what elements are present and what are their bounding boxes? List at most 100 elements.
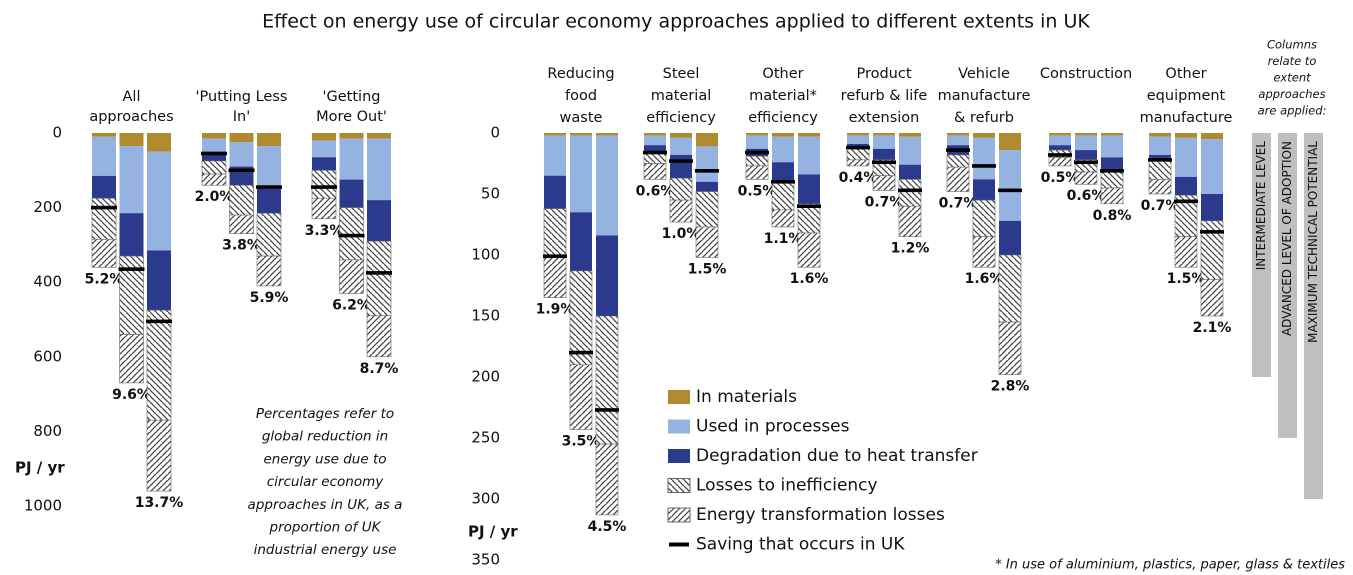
note-line: energy use due to (263, 451, 386, 467)
saving-marker (1148, 158, 1172, 162)
reduction-label: 3.5% (562, 433, 601, 449)
y-tick-label: 1000 (24, 497, 62, 515)
reduction-label: 2.8% (991, 379, 1030, 395)
bar-segment (696, 181, 718, 192)
bar-segment (899, 136, 921, 165)
saving-marker (118, 267, 145, 271)
saving-marker (946, 148, 970, 152)
bar-segment (771, 209, 795, 228)
saving-marker (898, 188, 922, 193)
bar-segment (746, 133, 768, 136)
saving-marker (1100, 169, 1124, 173)
bar-segment (119, 213, 144, 257)
bar-segment (229, 214, 254, 235)
bar-segment (595, 443, 619, 516)
bar-segment (973, 179, 995, 201)
y-tick-label: 250 (471, 429, 500, 447)
bar-segment (1101, 133, 1123, 136)
y-tick-label: 50 (481, 185, 500, 203)
bar-segment (202, 151, 226, 161)
bar-segment (339, 259, 364, 294)
bar-segment (898, 205, 922, 237)
saving-marker (745, 150, 769, 155)
bar-segment (1048, 157, 1072, 167)
bar-segment (873, 148, 895, 160)
bar-segment (544, 133, 566, 136)
bar-segment (202, 133, 226, 139)
bar-segment (798, 133, 820, 137)
bar-segment (999, 133, 1021, 151)
bar-segment (669, 199, 693, 223)
reduction-label: 1.0% (662, 226, 701, 242)
saving-marker (771, 180, 795, 184)
bar-segment (92, 175, 116, 199)
group-label: 'Getting (323, 89, 381, 105)
reduction-label: 9.6% (112, 387, 151, 403)
bar-segment (92, 133, 116, 137)
bar-segment (1075, 133, 1097, 136)
bar-segment (543, 208, 567, 256)
bar-segment (367, 133, 391, 139)
group-label: Reducing (547, 66, 614, 82)
group-label: Construction (1040, 66, 1132, 82)
saving-marker (1174, 199, 1198, 204)
y-tick-label: 200 (471, 368, 500, 386)
y-tick-label: 600 (33, 347, 62, 365)
saving-marker (1048, 153, 1072, 157)
bar-segment (147, 133, 171, 152)
bar-segment (797, 232, 821, 268)
y-tick-label: 0 (490, 124, 500, 142)
reduction-label: 0.5% (738, 183, 777, 199)
reduction-label: 0.7% (939, 196, 978, 212)
bar-segment (119, 146, 144, 214)
bar-segment (847, 135, 869, 144)
reduction-label: 1.9% (536, 302, 575, 318)
bar-segment (745, 155, 769, 167)
reduction-label: 1.6% (790, 271, 829, 287)
bar-segment (772, 136, 794, 163)
bar-segment (695, 191, 719, 228)
reduction-label: 4.5% (588, 519, 627, 535)
bar-segment (1175, 137, 1197, 177)
reduction-label: 1.2% (891, 241, 930, 257)
bar-segment (595, 315, 619, 445)
bar-segment (1074, 171, 1098, 185)
bar-segment (1100, 187, 1124, 205)
bar-segment (973, 137, 995, 180)
extent-title: approaches (1258, 87, 1325, 101)
bar-segment (257, 133, 281, 147)
bar-segment (644, 133, 666, 136)
bar-segment (847, 133, 869, 136)
reduction-label: 6.2% (332, 297, 371, 313)
bar-segment (899, 133, 921, 137)
group-label: approaches (89, 109, 173, 125)
bar-segment (544, 135, 566, 176)
saving-marker (366, 271, 392, 275)
bar-segment (1101, 157, 1123, 170)
reduction-label: 1.5% (1167, 271, 1206, 287)
extent-title: are applied: (1258, 104, 1327, 118)
bar-segment (1149, 154, 1171, 162)
bar-segment (899, 164, 921, 180)
legend-label: In materials (696, 387, 797, 407)
extent-label: INTERMEDIATE LEVEL (1254, 141, 1268, 271)
bar-segment (643, 163, 667, 180)
bar-segment (570, 133, 592, 136)
bar-segment (999, 220, 1021, 255)
group-label: food (565, 88, 597, 104)
legend-label: Energy transformation losses (696, 505, 945, 525)
saving-marker (643, 150, 667, 155)
y-tick-label: 400 (33, 273, 62, 291)
bar-segment (1149, 133, 1171, 137)
group-label: manufacture (1140, 110, 1233, 126)
y-axis-label: PJ / yr (468, 523, 518, 541)
bar-segment (872, 175, 896, 191)
legend-swatch (668, 390, 690, 404)
bar-segment (339, 207, 364, 261)
bar-segment (695, 226, 719, 258)
legend-label: Saving that occurs in UK (696, 535, 905, 555)
bar-segment (644, 145, 666, 152)
bar-segment (873, 135, 895, 149)
group-label: refurb & life (841, 88, 928, 104)
bar-segment (147, 250, 171, 311)
